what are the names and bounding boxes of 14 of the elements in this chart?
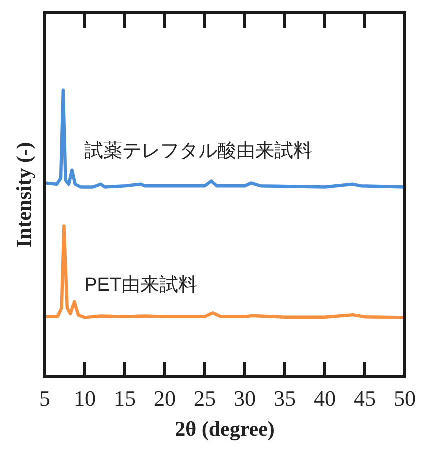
x-tick-label: 15 xyxy=(114,386,136,411)
x-tick-label: 20 xyxy=(154,386,176,411)
x-tick-label: 25 xyxy=(194,386,216,411)
x-tick-label: 30 xyxy=(234,386,256,411)
series-label: PET由来試料 xyxy=(84,274,198,296)
series-label: 試薬テレフタル酸由来試料 xyxy=(84,141,313,162)
x-tick-label: 10 xyxy=(74,386,96,411)
x-tick-label: 40 xyxy=(314,386,336,411)
x-tick-label: 35 xyxy=(274,386,296,411)
x-tick-label: 50 xyxy=(394,386,416,411)
x-tick-label: 45 xyxy=(354,386,376,411)
y-axis-title: Intensity (-) xyxy=(12,142,36,248)
x-tick-label: 5 xyxy=(40,386,50,411)
x-axis-title: 2θ (degree) xyxy=(175,417,275,441)
